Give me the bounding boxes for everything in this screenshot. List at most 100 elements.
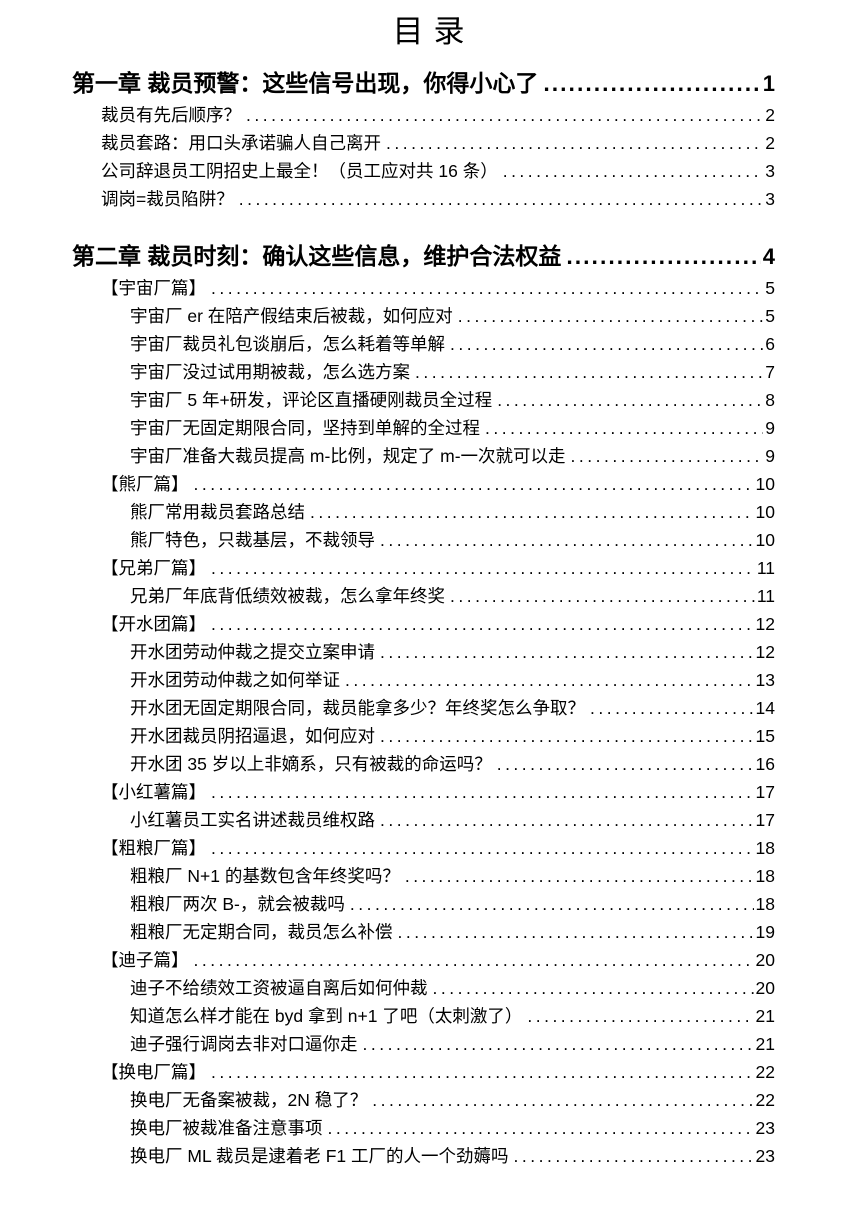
toc-dot-leader — [363, 1030, 754, 1058]
toc-row[interactable]: 粗粮厂无定期合同，裁员怎么补偿 19 — [72, 918, 775, 946]
toc-row[interactable]: 知道怎么样才能在 byd 拿到 n+1 了吧（太刺激了） 21 — [72, 1002, 775, 1030]
toc-entry-text: 【开水团篇】 — [101, 614, 206, 634]
toc-dot-leader — [497, 750, 754, 778]
toc-page-number: 2 — [765, 105, 775, 125]
toc-row[interactable]: 宇宙厂裁员礼包谈崩后，怎么耗着等单解 6 — [72, 330, 775, 358]
toc-entry-text: 宇宙厂无固定期限合同，坚持到单解的全过程 — [130, 418, 480, 438]
toc-page-number: 9 — [765, 446, 775, 466]
toc-page-number: 19 — [755, 922, 775, 942]
toc-page-number: 17 — [755, 782, 775, 802]
toc-row[interactable]: 裁员套路：用口头承诺骗人自己离开 2 — [72, 129, 775, 157]
toc-entry-text: 知道怎么样才能在 byd 拿到 n+1 了吧（太刺激了） — [130, 1006, 523, 1026]
toc-entry-text: 【迪子篇】 — [101, 950, 189, 970]
toc-row[interactable]: 【换电厂篇】 22 — [72, 1058, 775, 1086]
toc-row[interactable]: 宇宙厂 5 年+研发，评论区直播硬刚裁员全过程 8 — [72, 386, 775, 414]
toc-page-number: 10 — [755, 474, 775, 494]
toc-row[interactable]: 【迪子篇】 20 — [72, 946, 775, 974]
toc-dot-leader — [485, 414, 763, 442]
toc-entry-text: 裁员有先后顺序？ — [101, 105, 241, 125]
toc-row[interactable]: 【熊厂篇】 10 — [72, 470, 775, 498]
toc-row[interactable]: 【小红薯篇】 17 — [72, 778, 775, 806]
toc-row[interactable]: 【粗粮厂篇】 18 — [72, 834, 775, 862]
toc-row[interactable]: 换电厂无备案被裁，2N 稳了？ 22 — [72, 1086, 775, 1114]
toc-dot-leader — [239, 185, 764, 213]
toc-row[interactable]: 裁员有先后顺序？ 2 — [72, 101, 775, 129]
toc-page-number: 12 — [755, 614, 775, 634]
toc-row[interactable]: 【兄弟厂篇】 11 — [72, 554, 775, 582]
toc-row[interactable]: 迪子不给绩效工资被逼自离后如何仲裁 20 — [72, 974, 775, 1002]
toc-dot-leader — [211, 554, 755, 582]
toc-dot-leader — [415, 358, 763, 386]
toc-page-number: 23 — [755, 1118, 775, 1138]
toc-row[interactable]: 宇宙厂准备大裁员提高 m-比例，规定了 m-一次就可以走 9 — [72, 442, 775, 470]
toc-entry-text: 【粗粮厂篇】 — [101, 838, 206, 858]
toc-entry-text: 宇宙厂准备大裁员提高 m-比例，规定了 m-一次就可以走 — [130, 446, 566, 466]
toc-dot-leader — [194, 470, 754, 498]
toc-row[interactable]: 开水团无固定期限合同，裁员能拿多少？年终奖怎么争取？ 14 — [72, 694, 775, 722]
toc-dot-leader — [543, 66, 760, 100]
toc-dot-leader — [194, 946, 754, 974]
toc-row[interactable]: 开水团 35 岁以上非嫡系，只有被裁的命运吗？ 16 — [72, 750, 775, 778]
toc-page-number: 7 — [765, 362, 775, 382]
toc-page-number: 14 — [755, 698, 775, 718]
toc-row[interactable]: 熊厂常用裁员套路总结 10 — [72, 498, 775, 526]
toc-entry-text: 调岗=裁员陷阱？ — [101, 189, 234, 209]
toc-page-number: 12 — [755, 642, 775, 662]
toc-entry-text: 粗粮厂无定期合同，裁员怎么补偿 — [130, 922, 393, 942]
toc-entry-text: 换电厂无备案被裁，2N 稳了？ — [130, 1090, 368, 1110]
toc-entry-text: 宇宙厂没过试用期被裁，怎么选方案 — [130, 362, 410, 382]
toc-page-number: 10 — [755, 530, 775, 550]
toc-dot-leader — [566, 239, 760, 273]
toc-page-number: 5 — [765, 278, 775, 298]
toc-row[interactable]: 调岗=裁员陷阱？ 3 — [72, 185, 775, 213]
toc-row[interactable]: 熊厂特色，只裁基层，不裁领导 10 — [72, 526, 775, 554]
toc-dot-leader — [386, 129, 763, 157]
toc-row[interactable]: 兄弟厂年底背低绩效被裁，怎么拿年终奖 11 — [72, 582, 775, 610]
toc-dot-leader — [380, 526, 754, 554]
toc-row[interactable]: 第二章 裁员时刻：确认这些信息，维护合法权益 4 — [72, 239, 775, 274]
toc-entry-text: 粗粮厂两次 B-，就会被裁吗 — [130, 894, 345, 914]
toc-entry-text: 熊厂常用裁员套路总结 — [130, 502, 305, 522]
toc-page-number: 18 — [755, 894, 775, 914]
toc-dot-leader — [328, 1114, 754, 1142]
toc-row[interactable]: 开水团劳动仲裁之如何举证 13 — [72, 666, 775, 694]
toc-row[interactable]: 开水团裁员阴招逼退，如何应对 15 — [72, 722, 775, 750]
toc-entry-text: 换电厂 ML 裁员是逮着老 F1 工厂的人一个劲薅吗 — [130, 1146, 509, 1166]
toc-dot-leader — [372, 1086, 753, 1114]
toc-entry-text: 开水团劳动仲裁之提交立案申请 — [130, 642, 375, 662]
toc-row[interactable]: 换电厂被裁准备注意事项 23 — [72, 1114, 775, 1142]
toc-page-number: 6 — [765, 334, 775, 354]
toc-dot-leader — [527, 1002, 753, 1030]
toc-row[interactable]: 换电厂 ML 裁员是逮着老 F1 工厂的人一个劲薅吗 23 — [72, 1142, 775, 1170]
toc-page-number: 22 — [755, 1062, 775, 1082]
toc-dot-leader — [433, 974, 754, 1002]
toc-dot-leader — [211, 274, 763, 302]
toc-entry-text: 粗粮厂 N+1 的基数包含年终奖吗？ — [130, 866, 400, 886]
toc-dot-leader — [380, 722, 754, 750]
toc-row[interactable]: 小红薯员工实名讲述裁员维权路 17 — [72, 806, 775, 834]
toc-row[interactable]: 粗粮厂 N+1 的基数包含年终奖吗？ 18 — [72, 862, 775, 890]
toc-entry-text: 开水团裁员阴招逼退，如何应对 — [130, 726, 375, 746]
toc-row[interactable]: 开水团劳动仲裁之提交立案申请 12 — [72, 638, 775, 666]
toc-row[interactable]: 第一章 裁员预警：这些信号出现，你得小心了 1 — [72, 66, 775, 101]
toc-row[interactable]: 【宇宙厂篇】 5 — [72, 274, 775, 302]
toc-page-number: 18 — [755, 838, 775, 858]
toc-row[interactable]: 公司辞退员工阴招史上最全！（员工应对共 16 条） 3 — [72, 157, 775, 185]
toc-entry-text: 迪子不给绩效工资被逼自离后如何仲裁 — [130, 978, 428, 998]
toc-row[interactable]: 宇宙厂没过试用期被裁，怎么选方案 7 — [72, 358, 775, 386]
toc-page-number: 18 — [755, 866, 775, 886]
toc-row[interactable]: 宇宙厂 er 在陪产假结束后被裁，如何应对 5 — [72, 302, 775, 330]
toc-page-number: 1 — [762, 71, 775, 96]
toc-page-number: 21 — [755, 1006, 775, 1026]
toc-row[interactable]: 粗粮厂两次 B-，就会被裁吗 18 — [72, 890, 775, 918]
toc-page-number: 20 — [755, 978, 775, 998]
toc-entry-text: 熊厂特色，只裁基层，不裁领导 — [130, 530, 375, 550]
toc-entry-text: 宇宙厂 5 年+研发，评论区直播硬刚裁员全过程 — [130, 390, 493, 410]
toc-dot-leader — [405, 862, 754, 890]
toc-dot-leader — [590, 694, 754, 722]
toc-list: 第一章 裁员预警：这些信号出现，你得小心了 1 裁员有先后顺序？ 2 裁员套路：… — [72, 66, 775, 1170]
toc-entry-text: 【小红薯篇】 — [101, 782, 206, 802]
toc-row[interactable]: 宇宙厂无固定期限合同，坚持到单解的全过程 9 — [72, 414, 775, 442]
toc-row[interactable]: 迪子强行调岗去非对口逼你走 21 — [72, 1030, 775, 1058]
toc-row[interactable]: 【开水团篇】 12 — [72, 610, 775, 638]
